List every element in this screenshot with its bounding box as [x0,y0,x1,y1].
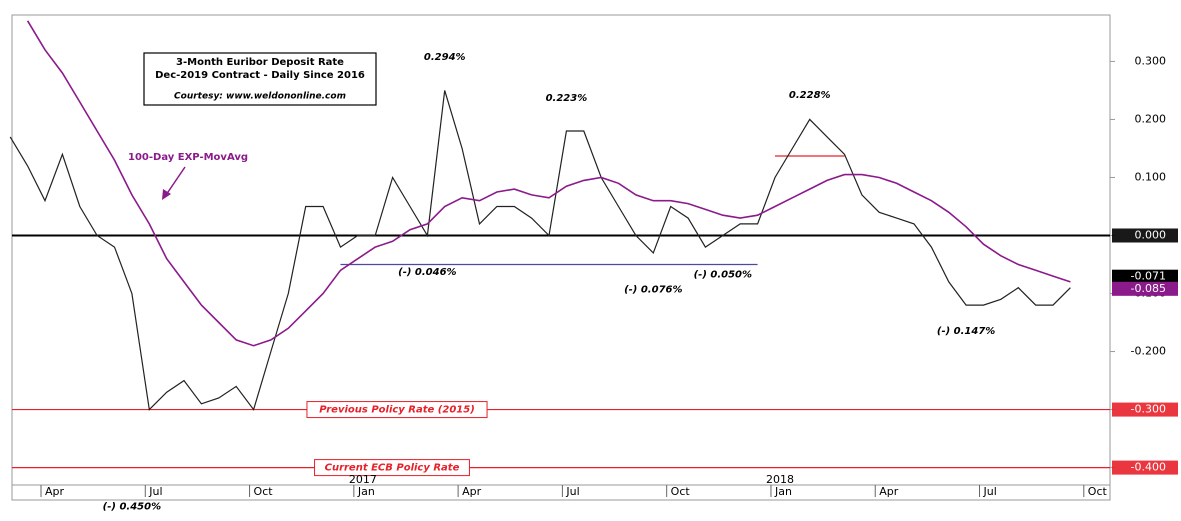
x-tick-label: Oct [254,485,274,498]
title-box [143,52,377,106]
chart-title: 3-Month Euribor Deposit Rate [176,57,344,68]
plot-frame [11,14,1111,501]
ma-arrow [165,166,186,196]
x-tick-label: Oct [671,485,691,498]
x-tick-label: Jul [983,485,997,498]
axis-badge [1112,460,1178,475]
last-value-badge [1112,269,1178,284]
x-tick-label: Jan [357,485,375,498]
year-label: 2018 [766,473,794,486]
y-tick-label-badge: -0.300 [1131,403,1166,416]
ma-label: 100-Day EXP-MovAvg [128,152,248,163]
x-tick-label: Jul [148,485,162,498]
y-tick-label: -0.200 [1131,345,1166,358]
last-value-label: -0.085 [1131,282,1166,295]
axis-badge [1112,228,1178,243]
x-tick-label: Jan [774,485,792,498]
reference-label-box [306,401,488,419]
annotation: 0.228% [789,90,831,101]
reference-label-box [314,459,470,477]
y-tick-label: 0.200 [1135,112,1167,125]
y-tick-label: 0.300 [1135,54,1167,67]
year-label: 2017 [349,473,377,486]
x-tick-label: Apr [45,485,65,498]
x-tick-label: Apr [879,485,899,498]
annotation: (-) 0.076% [624,285,682,296]
reference-label: Previous Policy Rate (2015) [319,405,475,416]
annotation: (-) 0.046% [398,267,456,278]
chart-subtitle: Dec-2019 Contract - Daily Since 2016 [155,70,365,81]
annotation: 0.223% [546,93,588,104]
x-tick-label: Apr [462,485,482,498]
y-tick-label-badge: 0.000 [1135,228,1167,241]
axis-badge [1112,402,1178,417]
annotation: (-) 0.050% [694,270,752,281]
series-line [26,20,1071,347]
source: Courtesy: www.weldononline.com [174,92,346,102]
annotation: (-) 0.450% [103,502,161,513]
y-tick-label: 0.100 [1135,170,1167,183]
y-tick-label-badge: -0.400 [1131,461,1166,474]
annotation: 0.294% [424,52,466,63]
reference-label: Current ECB Policy Rate [325,463,460,474]
series-line [9,90,1071,411]
last-value-badge [1112,281,1178,296]
x-tick-label: Jul [565,485,579,498]
last-value-label: -0.071 [1131,270,1166,283]
annotation: (-) 0.147% [937,326,995,337]
ma-arrowhead [162,189,171,200]
x-tick-label: Oct [1088,485,1108,498]
